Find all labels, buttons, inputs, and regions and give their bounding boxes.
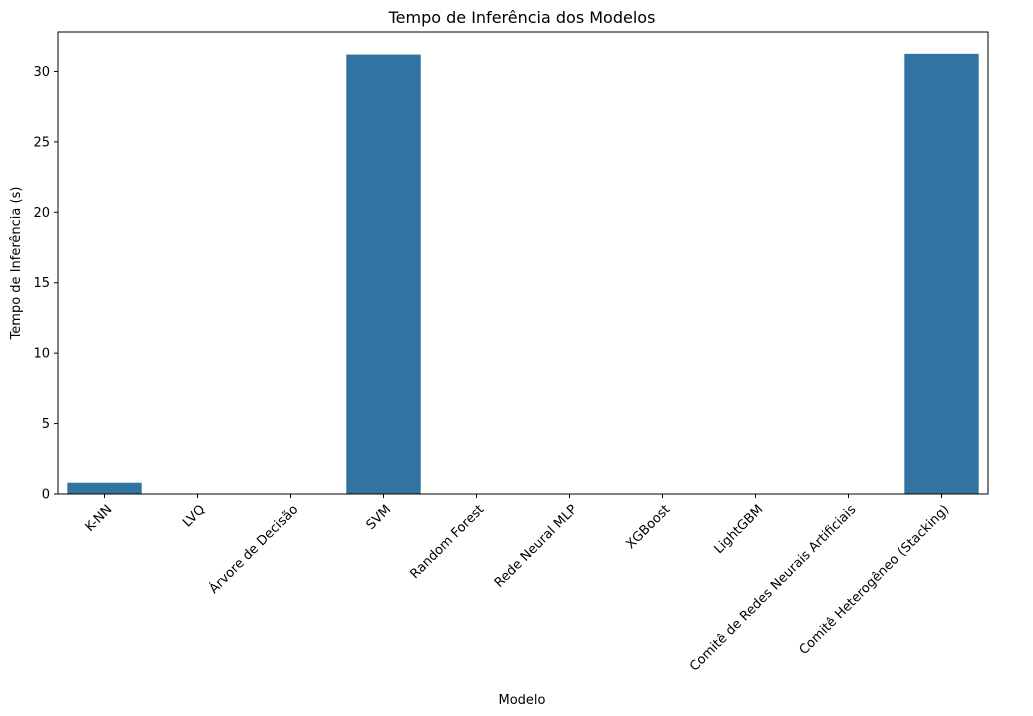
x-tick-label: Árvore de Decisão bbox=[206, 501, 301, 596]
bar bbox=[67, 482, 142, 494]
bar bbox=[904, 53, 979, 494]
y-tick-label: 10 bbox=[33, 347, 50, 362]
x-tick-label: SVM bbox=[364, 502, 395, 533]
y-tick-label: 20 bbox=[33, 206, 50, 221]
y-tick-label: 0 bbox=[42, 488, 50, 503]
x-tick-label: LightGBM bbox=[711, 502, 766, 557]
y-tick-label: 5 bbox=[42, 417, 50, 432]
chart-title: Tempo de Inferência dos Modelos bbox=[388, 8, 656, 27]
y-axis-ticks: 0 5 10 15 20 25 30 bbox=[33, 65, 58, 503]
x-tick-label: K-NN bbox=[83, 502, 116, 535]
y-tick-label: 30 bbox=[33, 65, 50, 80]
y-tick-label: 25 bbox=[33, 135, 50, 150]
bars-group bbox=[67, 53, 979, 494]
x-tick-label: Comitê Heterogêneo (Stacking) bbox=[797, 502, 953, 658]
x-tick-label: Rede Neural MLP bbox=[492, 502, 581, 591]
y-axis-label: Tempo de Inferência (s) bbox=[9, 187, 24, 341]
x-tick-label: LVQ bbox=[180, 502, 208, 530]
x-tick-label: Comitê de Redes Neurais Artificiais bbox=[687, 502, 859, 674]
y-tick-label: 15 bbox=[33, 276, 50, 291]
bar bbox=[346, 54, 421, 494]
x-axis-label: Modelo bbox=[499, 693, 546, 708]
x-tick-label: XGBoost bbox=[623, 502, 673, 552]
x-tick-label: Random Forest bbox=[408, 502, 488, 582]
plot-frame bbox=[57, 31, 989, 495]
